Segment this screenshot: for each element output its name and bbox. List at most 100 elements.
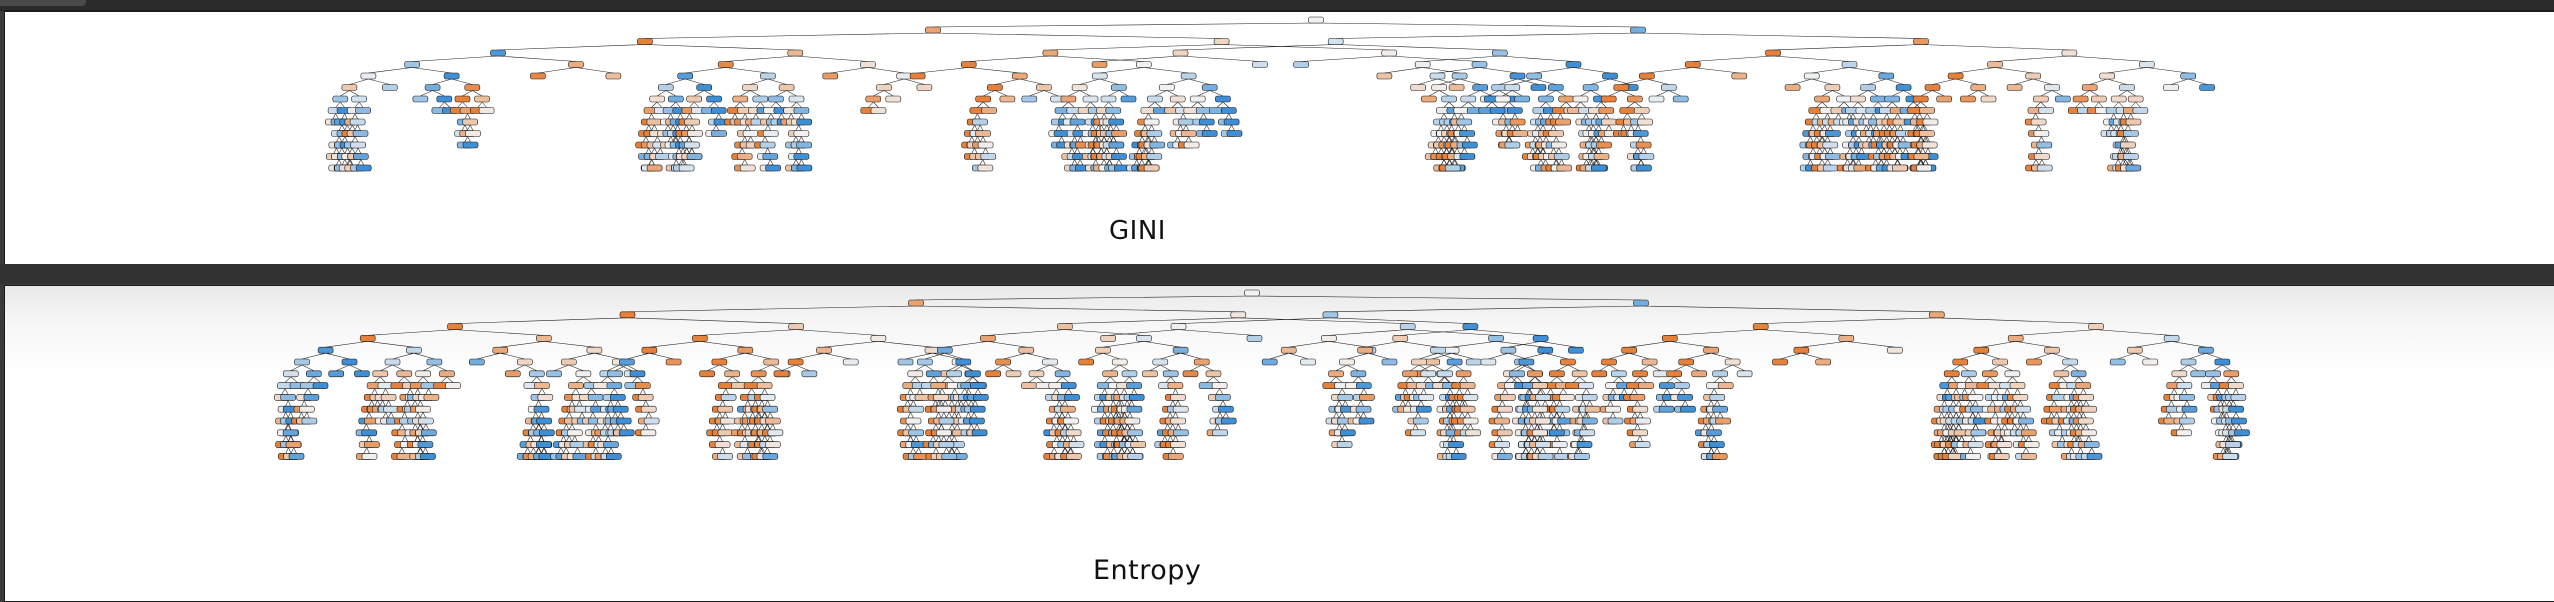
tree-edge — [1522, 423, 1526, 430]
split-node — [2223, 370, 2240, 378]
split-node — [1627, 95, 1643, 103]
tree-edge — [673, 159, 677, 166]
split-node — [634, 382, 651, 389]
tree-edge — [592, 412, 596, 419]
leaf-node — [2123, 130, 2139, 137]
tree-edge — [968, 67, 1020, 74]
tree-edge — [2038, 159, 2043, 166]
split-node — [905, 417, 922, 425]
tree-edge — [741, 435, 746, 442]
tree-edge — [1912, 124, 1917, 131]
tree-edge — [1090, 147, 1094, 154]
tree-edge — [660, 147, 664, 154]
tree-edge — [719, 364, 733, 372]
tree-edge — [1949, 447, 1954, 454]
tree-edge — [2020, 412, 2024, 419]
tree-edge — [1593, 136, 1597, 143]
split-node — [1532, 405, 1548, 413]
tree-edge — [951, 388, 955, 395]
tree-edge — [1816, 113, 1820, 120]
tree-edge — [2226, 423, 2230, 430]
tree-edge — [303, 388, 309, 395]
tree-edge — [1328, 329, 1408, 336]
tree-edge — [689, 101, 695, 108]
split-node — [1459, 382, 1476, 389]
tree-edge — [2228, 447, 2232, 454]
split-node — [1629, 394, 1646, 401]
tree-edge — [1792, 78, 1812, 85]
tree-edge — [2228, 423, 2233, 430]
tree-edge — [1536, 412, 1541, 419]
tree-edge — [1919, 159, 1924, 166]
split-node — [2171, 370, 2188, 378]
tree-edge — [1920, 90, 1933, 97]
tree-edge — [1344, 423, 1349, 430]
tree-edge — [428, 388, 432, 395]
tree-edge — [1550, 388, 1554, 395]
tree-edge — [1821, 101, 1828, 108]
tree-edge — [626, 352, 650, 360]
tree-edge — [2107, 78, 2128, 85]
tree-edge — [2134, 352, 2151, 360]
tree-edge — [1407, 400, 1412, 407]
tree-edge — [1103, 159, 1107, 166]
tree-edge — [1681, 400, 1686, 407]
split-node — [568, 61, 584, 68]
tree-edge — [1443, 159, 1447, 166]
split-node — [2034, 153, 2050, 160]
leaf-node — [971, 429, 988, 437]
tree-edge — [974, 124, 978, 131]
leaf-node — [969, 405, 986, 413]
tree-edge — [2228, 435, 2233, 442]
leaf-node — [1579, 429, 1596, 437]
tree-edge — [791, 101, 797, 108]
leaf-node — [2023, 441, 2040, 448]
tree-edge — [1883, 159, 1887, 166]
split-node — [1091, 72, 1108, 80]
tree-edge — [1550, 376, 1558, 383]
tree-edge — [983, 101, 990, 108]
split-node — [637, 38, 653, 45]
split-node — [1167, 382, 1184, 389]
tree-edge — [1554, 412, 1558, 419]
tree-edge — [626, 364, 638, 372]
tree-edge — [1903, 90, 1914, 97]
leaf-node — [478, 107, 495, 114]
tree-edge — [472, 90, 483, 97]
tree-edge — [627, 305, 917, 313]
split-node — [1709, 394, 1726, 401]
tree-edge — [420, 90, 433, 97]
tree-edge — [1952, 447, 1957, 454]
tree-edge — [1315, 22, 1639, 28]
tree-edge — [910, 435, 914, 442]
tree-edge — [1121, 423, 1125, 430]
tree-edge — [530, 447, 534, 454]
tree-edge — [581, 412, 585, 419]
tree-edge — [1101, 388, 1105, 395]
tree-edge — [1177, 423, 1182, 430]
tree-edge — [962, 400, 967, 407]
tree-edge — [1437, 67, 1480, 74]
tree-edge — [462, 101, 468, 108]
tree-edge — [1178, 317, 1331, 324]
tree-edge — [2123, 113, 2127, 120]
split-node — [2053, 370, 2070, 378]
tree-edge — [1558, 147, 1562, 154]
tree-edge — [1932, 78, 1956, 85]
split-node — [1162, 370, 1179, 378]
tree-edge — [1639, 364, 1650, 372]
split-node — [637, 394, 654, 401]
tree-edge — [306, 412, 310, 419]
split-node — [361, 429, 378, 437]
tree-edge — [2004, 388, 2008, 395]
tree-edge — [1529, 376, 1536, 383]
split-node — [1069, 118, 1086, 126]
tree-edge — [654, 124, 658, 131]
tree-edge — [590, 435, 594, 442]
tree-edge — [2083, 412, 2087, 419]
tree-edge — [1539, 423, 1543, 430]
window-tab[interactable] — [0, 0, 86, 6]
tree-edge — [913, 435, 917, 442]
tree-edge — [1581, 435, 1585, 442]
tree-edge — [557, 447, 562, 454]
